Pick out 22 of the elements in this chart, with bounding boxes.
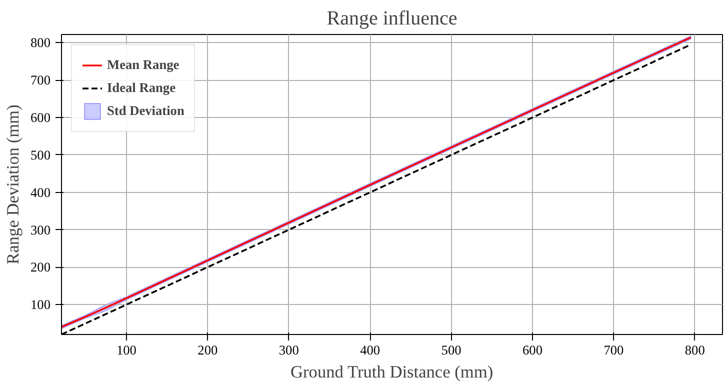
y-tick-label: 700	[30, 72, 51, 88]
x-tick-label: 100	[116, 342, 137, 358]
x-axis-title: Ground Truth Distance (mm)	[290, 362, 494, 382]
y-tick-label: 500	[30, 147, 51, 162]
y-tick-label: 100	[30, 297, 51, 312]
x-tick-label: 600	[522, 342, 543, 358]
legend-label: Mean Range	[107, 57, 180, 73]
x-tick-label: 400	[360, 342, 380, 358]
x-tick-label: 300	[278, 342, 300, 358]
y-tick-label: 200	[30, 260, 51, 275]
y-tick-label: 300	[30, 222, 51, 238]
x-tick-label: 800	[684, 342, 706, 358]
y-tick-label: 400	[30, 184, 51, 200]
legend-label: Ideal Range	[107, 80, 176, 96]
y-tick-label: 600	[30, 110, 51, 126]
y-axis-title: Range Deviation (mm)	[4, 104, 23, 264]
x-tick-label: 200	[198, 342, 218, 358]
x-tick-label: 500	[441, 342, 462, 358]
x-tick-label: 700	[604, 342, 624, 358]
legend-label: Std Deviation	[107, 103, 184, 119]
y-tick-label: 800	[30, 35, 51, 50]
chart-title: Range influence	[326, 8, 458, 30]
